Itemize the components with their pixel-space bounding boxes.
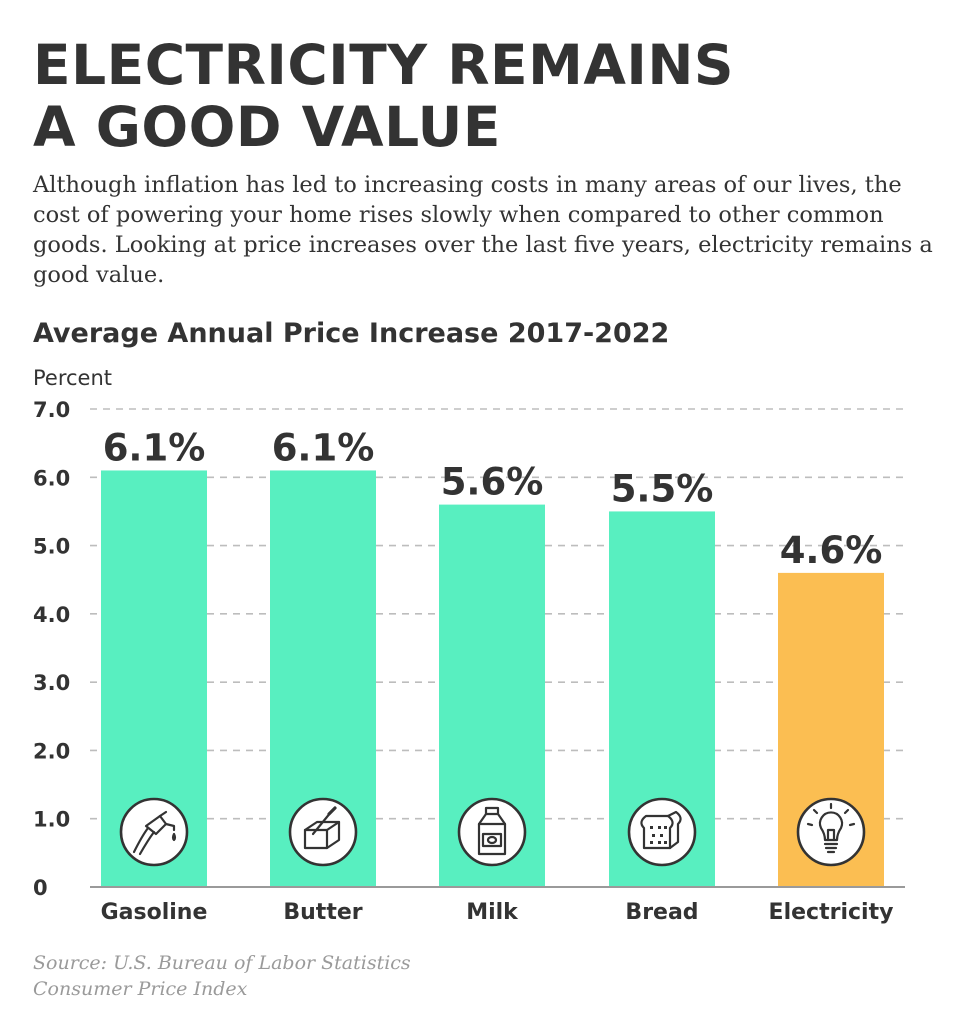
bread-icon: [627, 797, 697, 867]
lightbulb-icon: [796, 797, 866, 867]
butter-icon: [288, 797, 358, 867]
gas-pump-icon: [119, 797, 189, 867]
value-label: 4.6%: [780, 529, 883, 572]
value-label: 5.5%: [611, 467, 714, 510]
y-tick-label: 7.0: [33, 398, 70, 422]
y-tick-label: 2.0: [33, 739, 70, 763]
source-line-2: Consumer Price Index: [33, 978, 248, 1000]
chart-title: Average Annual Price Increase 2017-2022: [33, 318, 670, 349]
source-line-1: Source: U.S. Bureau of Labor Statistics: [33, 952, 411, 974]
y-tick-label: 5.0: [33, 535, 70, 559]
y-tick-label: 4.0: [33, 603, 70, 627]
intro-text: Although inflation has led to increasing…: [33, 172, 933, 288]
bar-chart: 0 1.0 2.0 3.0 4.0 5.0 6.0 7.0 6.1% Gasoline 6.1% Bu…: [33, 398, 905, 925]
value-label: 6.1%: [272, 426, 375, 469]
value-label: 6.1%: [103, 426, 206, 469]
x-tick-label: Butter: [283, 900, 362, 925]
y-tick-label: 0: [33, 876, 48, 900]
x-tick-label: Bread: [625, 900, 698, 925]
y-tick-label: 3.0: [33, 671, 70, 695]
y-tick-label: 1.0: [33, 808, 70, 832]
y-axis-label: Percent: [33, 366, 113, 390]
milk-carton-icon: [457, 797, 527, 867]
y-tick-label: 6.0: [33, 466, 70, 490]
x-tick-label: Milk: [466, 900, 519, 925]
page-title: ELECTRICITY REMAINS A GOOD VALUE: [33, 33, 735, 159]
source-note: Source: U.S. Bureau of Labor Statistics …: [33, 950, 411, 1002]
x-tick-label: Gasoline: [101, 900, 208, 925]
value-label: 5.6%: [441, 461, 544, 504]
x-tick-label: Electricity: [769, 900, 894, 925]
